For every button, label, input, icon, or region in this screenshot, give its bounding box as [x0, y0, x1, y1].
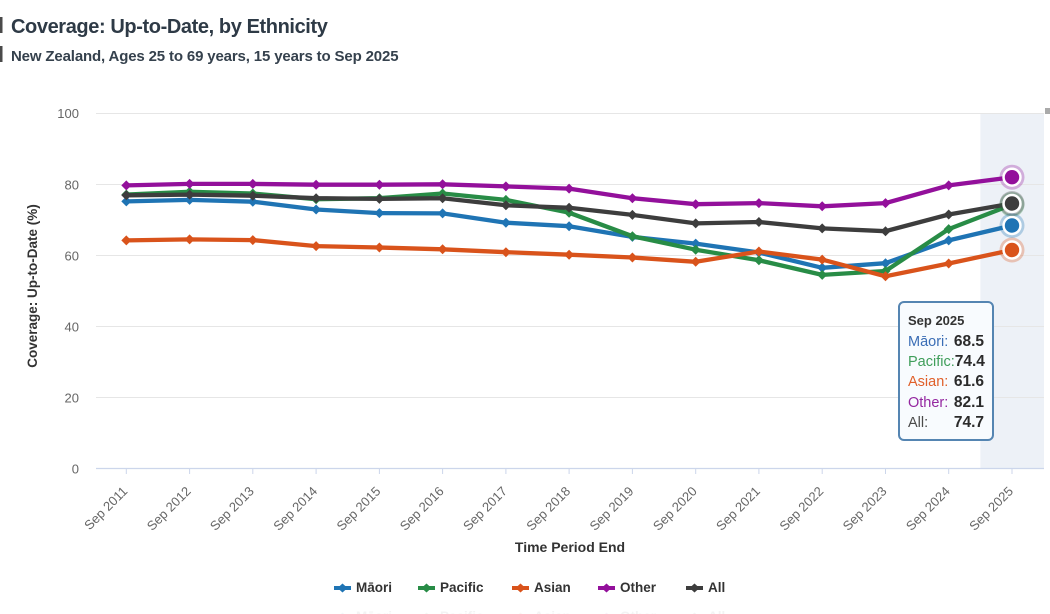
svg-text:Coverage: Up-to-Date (%): Coverage: Up-to-Date (%): [25, 204, 40, 368]
svg-text:Sep 2018: Sep 2018: [523, 484, 573, 534]
svg-text:Sep 2022: Sep 2022: [776, 484, 826, 534]
svg-text:100: 100: [57, 106, 79, 121]
svg-text:20: 20: [65, 390, 79, 405]
svg-text:Sep 2011: Sep 2011: [81, 484, 130, 533]
svg-text:Sep 2020: Sep 2020: [650, 484, 700, 534]
svg-text:Sep 2012: Sep 2012: [144, 484, 194, 534]
svg-text:Sep 2015: Sep 2015: [334, 484, 384, 534]
svg-text:0: 0: [72, 462, 79, 477]
svg-text:Sep 2014: Sep 2014: [270, 484, 320, 534]
svg-text:Sep 2013: Sep 2013: [207, 484, 257, 534]
svg-text:Sep 2021: Sep 2021: [713, 484, 763, 534]
svg-text:Sep 2023: Sep 2023: [840, 484, 890, 534]
svg-text:60: 60: [65, 248, 79, 263]
svg-text:Sep 2017: Sep 2017: [460, 484, 510, 534]
svg-text:Sep 2016: Sep 2016: [397, 484, 447, 534]
svg-text:Sep 2024: Sep 2024: [903, 484, 953, 534]
svg-text:Time Period End: Time Period End: [515, 539, 625, 555]
svg-text:Sep 2025: Sep 2025: [966, 484, 1016, 534]
svg-text:40: 40: [65, 319, 79, 334]
svg-text:Sep 2019: Sep 2019: [587, 484, 637, 534]
svg-text:80: 80: [65, 177, 79, 192]
